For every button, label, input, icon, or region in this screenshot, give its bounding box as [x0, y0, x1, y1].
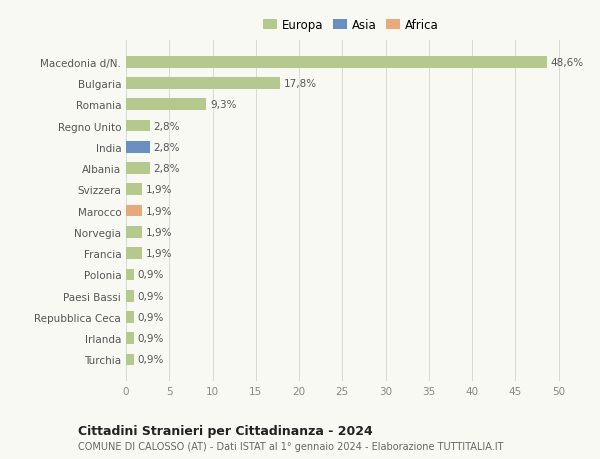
Bar [126, 120, 150, 132]
Text: Cittadini Stranieri per Cittadinanza - 2024: Cittadini Stranieri per Cittadinanza - 2… [78, 424, 373, 437]
Text: 0,9%: 0,9% [137, 334, 164, 343]
Text: 0,9%: 0,9% [137, 291, 164, 301]
Text: 1,9%: 1,9% [146, 227, 172, 237]
Text: 1,9%: 1,9% [146, 185, 172, 195]
Legend: Europa, Asia, Africa: Europa, Asia, Africa [261, 17, 441, 34]
Text: 17,8%: 17,8% [284, 79, 317, 89]
Bar [126, 205, 142, 217]
Text: 9,3%: 9,3% [210, 100, 236, 110]
Bar [126, 269, 134, 280]
Bar [126, 57, 547, 68]
Bar [126, 354, 134, 365]
Text: 0,9%: 0,9% [137, 355, 164, 365]
Text: 0,9%: 0,9% [137, 312, 164, 322]
Bar [126, 290, 134, 302]
Text: 2,8%: 2,8% [154, 164, 180, 174]
Bar [126, 78, 280, 90]
Bar [126, 333, 134, 344]
Bar [126, 248, 142, 259]
Bar [126, 142, 150, 153]
Text: 0,9%: 0,9% [137, 270, 164, 280]
Bar [126, 184, 142, 196]
Bar [126, 99, 206, 111]
Text: 2,8%: 2,8% [154, 142, 180, 152]
Bar [126, 311, 134, 323]
Bar [126, 163, 150, 174]
Text: 1,9%: 1,9% [146, 206, 172, 216]
Text: COMUNE DI CALOSSO (AT) - Dati ISTAT al 1° gennaio 2024 - Elaborazione TUTTITALIA: COMUNE DI CALOSSO (AT) - Dati ISTAT al 1… [78, 441, 503, 451]
Text: 48,6%: 48,6% [550, 57, 583, 67]
Bar [126, 227, 142, 238]
Text: 2,8%: 2,8% [154, 121, 180, 131]
Text: 1,9%: 1,9% [146, 249, 172, 258]
